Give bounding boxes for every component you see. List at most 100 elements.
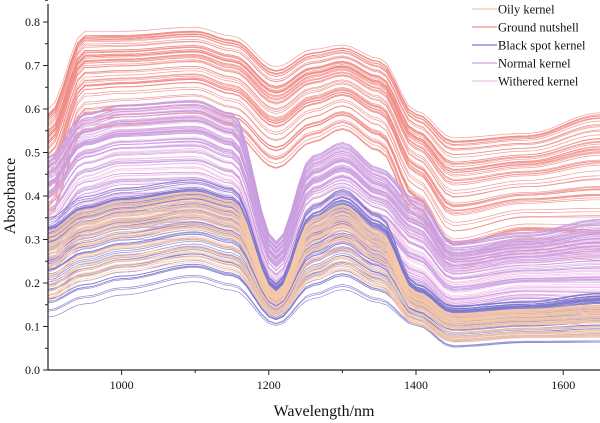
spectrum-line-oily-kernel: [47, 201, 600, 319]
axes: 1000 1200 1400 1600 0.0 0.1 0.2 0.3 0.4 0.5 0.6 0.7…: [25, 0, 600, 392]
spectrum-line-normal-kernel: [47, 110, 600, 248]
legend-label: Oily kernel: [498, 3, 555, 17]
y-tick-label: 0.3: [25, 233, 40, 247]
spectrum-line-normal-kernel: [47, 126, 600, 258]
spectrum-line-ground-nutshell: [47, 47, 600, 166]
spectrum-line-withered-kernel: [47, 163, 600, 287]
spectrum-line-withered-kernel: [47, 156, 600, 283]
x-tick-label: 1600: [551, 378, 575, 392]
spectrum-line-ground-nutshell: [47, 46, 600, 165]
spectrum-line-oily-kernel: [47, 238, 600, 334]
spectrum-line-normal-kernel: [47, 119, 600, 256]
spectrum-line-ground-nutshell: [47, 67, 600, 197]
spectrum-line-normal-kernel: [47, 138, 600, 266]
spectrum-line-ground-nutshell: [47, 49, 600, 168]
spectrum-line-ground-nutshell: [47, 94, 600, 232]
spectrum-line-black-spot-kernel: [47, 189, 600, 310]
spectrum-line-ground-nutshell: [47, 82, 600, 216]
spectrum-line-black-spot-kernel: [47, 179, 600, 307]
spectrum-line-oily-kernel: [47, 227, 600, 330]
spectrum-line-ground-nutshell: [47, 56, 600, 180]
y-tick-label: 0.4: [25, 189, 40, 203]
spectrum-line-oily-kernel: [47, 247, 600, 338]
spectrum-line-ground-nutshell: [47, 60, 600, 184]
spectrum-line-black-spot-kernel: [47, 276, 600, 347]
spectrum-line-oily-kernel: [47, 199, 600, 317]
spectrum-line-ground-nutshell: [47, 51, 600, 170]
spectrum-line-ground-nutshell: [47, 73, 600, 204]
legend-label: Black spot kernel: [498, 39, 586, 53]
spectrum-line-withered-kernel: [47, 149, 600, 279]
spectrum-line-oily-kernel: [47, 239, 600, 335]
spectrum-line-normal-kernel: [47, 140, 600, 266]
spectrum-line-ground-nutshell: [47, 89, 600, 226]
spectrum-line-normal-kernel: [47, 132, 600, 263]
spectrum-line-ground-nutshell: [47, 55, 600, 177]
spectra-lines: [47, 26, 600, 348]
spectrum-line-ground-nutshell: [47, 30, 600, 143]
spectrum-line-oily-kernel: [47, 191, 600, 314]
y-tick-label: 0.0: [25, 363, 40, 377]
spectrum-line-ground-nutshell: [47, 77, 600, 206]
spectrum-line-oily-kernel: [47, 204, 600, 320]
spectrum-line-oily-kernel: [47, 210, 600, 322]
y-tick-label: 0.1: [25, 320, 40, 334]
spectrum-line-normal-kernel: [47, 101, 600, 245]
spectrum-line-ground-nutshell: [47, 35, 600, 151]
spectrum-line-oily-kernel: [47, 236, 600, 333]
spectrum-line-normal-kernel: [47, 145, 600, 272]
spectrum-line-ground-nutshell: [47, 95, 600, 232]
spectrum-line-oily-kernel: [47, 262, 600, 343]
spectrum-line-withered-kernel: [47, 122, 600, 262]
spectrum-line-ground-nutshell: [47, 40, 600, 158]
legend-label: Withered kernel: [498, 75, 579, 89]
spectrum-line-normal-kernel: [47, 131, 600, 262]
x-tick-label: 1000: [110, 378, 134, 392]
y-tick-label: 0.7: [25, 59, 40, 73]
spectrum-line-ground-nutshell: [47, 34, 600, 145]
spectrum-line-oily-kernel: [47, 196, 600, 316]
x-tick-label: 1400: [404, 378, 428, 392]
spectrum-line-oily-kernel: [47, 256, 600, 341]
spectrum-line-ground-nutshell: [47, 65, 600, 191]
spectrum-line-oily-kernel: [47, 202, 600, 319]
spectrum-line-oily-kernel: [47, 197, 600, 317]
spectrum-line-ground-nutshell: [47, 54, 600, 173]
y-tick-label: 0.5: [25, 146, 40, 160]
x-axis-label: Wavelength/nm: [274, 403, 375, 420]
spectrum-line-withered-kernel: [47, 136, 600, 271]
spectrum-line-oily-kernel: [47, 219, 600, 326]
spectrum-line-normal-kernel: [47, 116, 600, 253]
spectrum-line-black-spot-kernel: [47, 281, 600, 348]
y-axis-label: Absorbance: [2, 158, 19, 234]
spectrum-line-ground-nutshell: [47, 79, 600, 211]
legend: Oily kernel Ground nutshell Black spot ker…: [472, 3, 586, 89]
spectrum-line-oily-kernel: [47, 260, 600, 342]
y-tick-label: 0.2: [25, 276, 40, 290]
spectrum-line-ground-nutshell: [47, 75, 600, 207]
spectrum-line-oily-kernel: [47, 194, 600, 315]
spectrum-line-normal-kernel: [47, 151, 600, 274]
spectrum-line-ground-nutshell: [47, 61, 600, 186]
spectrum-line-normal-kernel: [47, 121, 600, 254]
spectrum-line-oily-kernel: [47, 226, 600, 329]
spectrum-line-ground-nutshell: [47, 79, 600, 212]
spectrum-line-oily-kernel: [47, 250, 600, 339]
legend-label: Ground nutshell: [498, 21, 579, 35]
spectrum-line-oily-kernel: [47, 217, 600, 325]
y-tick-label: 0.8: [25, 15, 40, 29]
spectrum-line-normal-kernel: [47, 127, 600, 260]
spectrum-line-ground-nutshell: [47, 41, 600, 156]
spectrum-line-withered-kernel: [47, 148, 600, 278]
spectrum-line-ground-nutshell: [47, 26, 600, 139]
spectrum-line-oily-kernel: [47, 212, 600, 324]
spectrum-line-normal-kernel: [47, 113, 600, 252]
spectrum-line-ground-nutshell: [47, 86, 600, 223]
spectrum-line-normal-kernel: [47, 99, 600, 243]
x-tick-label: 1200: [257, 378, 281, 392]
spectrum-line-normal-kernel: [47, 129, 600, 261]
y-tick-label: 0.6: [25, 102, 40, 116]
spectrum-line-black-spot-kernel: [47, 274, 600, 346]
spectrum-line-oily-kernel: [47, 223, 600, 328]
